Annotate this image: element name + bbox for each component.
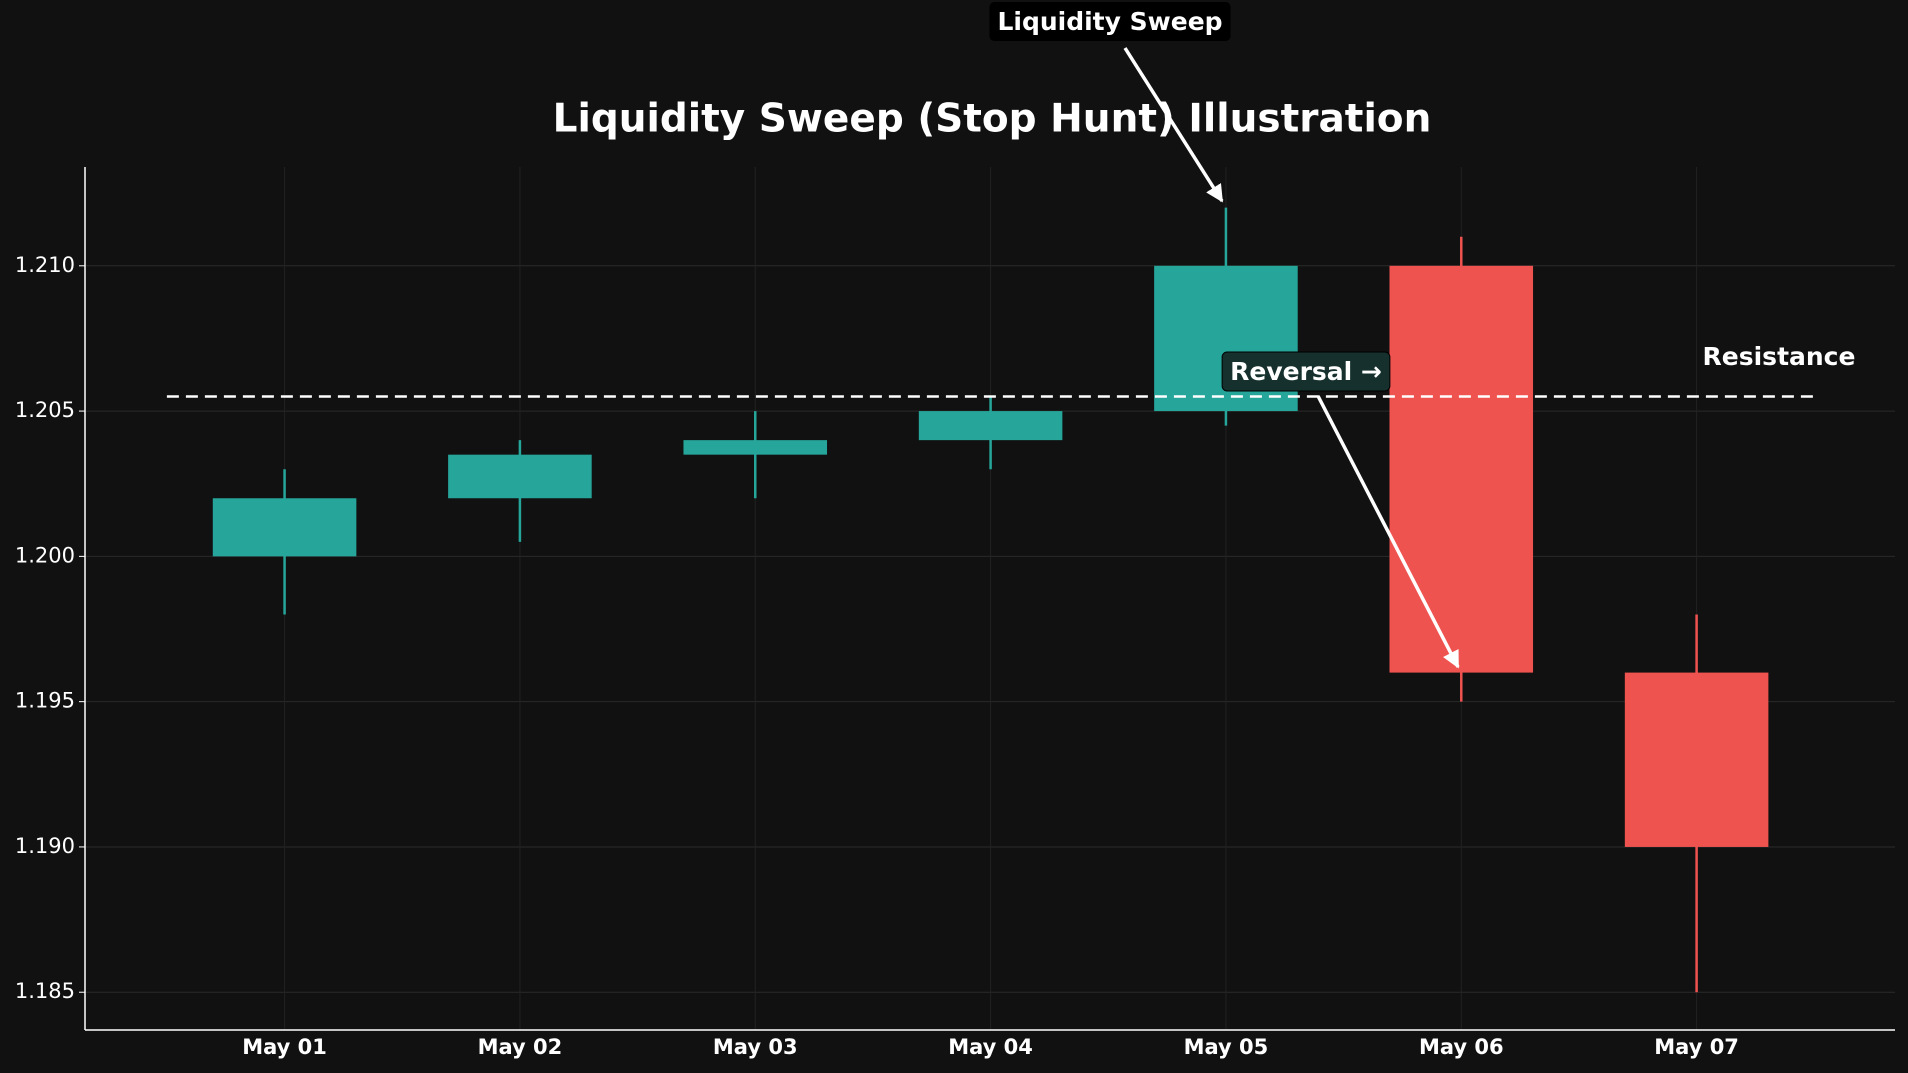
candle-body <box>448 454 592 499</box>
resistance-label: Resistance <box>1703 342 1856 371</box>
annotation-box <box>989 2 1231 41</box>
x-tick-label: May 02 <box>478 1035 563 1059</box>
y-tick-label: 1.185 <box>15 979 75 1003</box>
candle-body <box>212 498 357 557</box>
candle-body <box>683 440 828 455</box>
candle-body <box>1389 265 1534 673</box>
chart-title: Liquidity Sweep (Stop Hunt) Illustration <box>553 97 1432 142</box>
y-tick-label: 1.210 <box>15 253 75 277</box>
x-tick-label: May 07 <box>1654 1035 1739 1059</box>
annotation: Liquidity Sweep <box>989 2 1231 41</box>
y-tick-label: 1.195 <box>15 689 75 713</box>
annotation-label: Liquidity Sweep <box>997 7 1222 36</box>
x-tick-label: May 04 <box>948 1035 1033 1059</box>
annotation-box <box>1221 351 1391 392</box>
y-tick-label: 1.190 <box>15 834 75 858</box>
annotation: Reversal → <box>1221 351 1391 392</box>
y-tick-label: 1.205 <box>15 398 75 422</box>
candle-body <box>918 411 1063 441</box>
x-tick-label: May 03 <box>713 1035 798 1059</box>
y-tick-label: 1.200 <box>15 543 75 567</box>
candle-body <box>1624 672 1769 847</box>
x-tick-label: May 05 <box>1184 1035 1269 1059</box>
x-tick-label: May 01 <box>242 1035 327 1059</box>
annotation-arrow <box>1123 47 1224 203</box>
annotation-label: Reversal → <box>1230 357 1382 386</box>
annotation-arrow <box>1316 395 1460 669</box>
x-tick-label: May 06 <box>1419 1035 1504 1059</box>
